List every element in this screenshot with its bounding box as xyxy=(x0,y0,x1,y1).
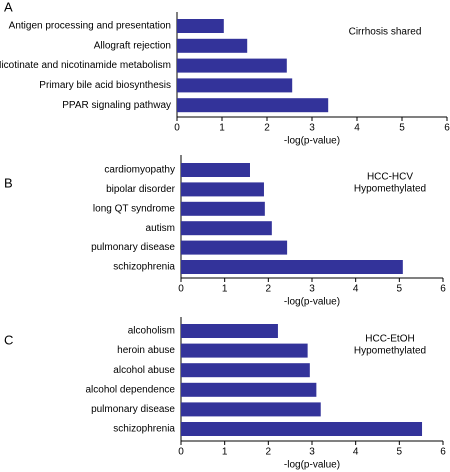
bar xyxy=(181,260,403,274)
panel-label: A xyxy=(4,0,13,14)
panel-label: B xyxy=(4,175,13,190)
bar xyxy=(181,221,272,236)
y-tick-label: alcohol abuse xyxy=(113,365,175,376)
x-tick-label: 6 xyxy=(440,447,446,458)
bar xyxy=(181,324,278,338)
x-tick-label: 5 xyxy=(397,447,403,458)
bar xyxy=(181,363,310,378)
bar xyxy=(181,422,423,436)
x-tick-label: 2 xyxy=(266,284,272,295)
x-tick-label: 3 xyxy=(309,284,315,295)
x-tick-label: 2 xyxy=(264,123,270,134)
y-tick-label: alcohol dependence xyxy=(85,384,175,395)
annotation: Hypomethylated xyxy=(354,346,426,357)
x-tick-label: 6 xyxy=(440,284,446,295)
bar xyxy=(181,240,288,255)
y-tick-label: schizophrenia xyxy=(113,424,175,435)
y-tick-label: Nicotinate and nicotinamide metabolism xyxy=(0,60,171,71)
y-tick-label: PPAR signaling pathway xyxy=(62,100,171,111)
bar xyxy=(177,58,287,73)
y-tick-label: Primary bile acid biosynthesis xyxy=(39,80,171,91)
x-tick-label: 4 xyxy=(353,447,359,458)
bar xyxy=(177,19,224,33)
bar xyxy=(177,38,248,53)
bar xyxy=(181,163,250,177)
annotation: Hypomethylated xyxy=(354,184,426,195)
x-tick-label: 0 xyxy=(174,123,180,134)
y-tick-label: alcoholism xyxy=(128,326,175,337)
bar xyxy=(181,182,264,197)
y-tick-label: bipolar disorder xyxy=(106,184,176,195)
bar xyxy=(181,382,317,397)
y-tick-label: cardiomyopathy xyxy=(104,165,175,176)
annotation: Cirrhosis shared xyxy=(349,27,422,38)
x-axis-label: -log(p-value) xyxy=(284,297,340,308)
x-tick-label: 3 xyxy=(309,447,315,458)
x-tick-label: 4 xyxy=(353,284,359,295)
y-tick-label: pulmonary disease xyxy=(91,404,175,415)
x-tick-label: 4 xyxy=(354,123,360,134)
x-tick-label: 1 xyxy=(222,447,228,458)
x-tick-label: 3 xyxy=(309,123,315,134)
bar xyxy=(181,402,321,417)
x-tick-label: 0 xyxy=(178,447,184,458)
bar xyxy=(177,98,329,113)
x-tick-label: 2 xyxy=(266,447,272,458)
y-tick-label: heroin abuse xyxy=(117,345,175,356)
x-tick-label: 1 xyxy=(222,284,228,295)
x-axis-label: -log(p-value) xyxy=(284,136,340,147)
x-tick-label: 0 xyxy=(178,284,184,295)
y-tick-label: pulmonary disease xyxy=(91,242,175,253)
y-tick-label: Allograft rejection xyxy=(94,40,171,51)
x-axis-label: -log(p-value) xyxy=(284,460,340,471)
x-tick-label: 6 xyxy=(444,123,450,134)
annotation: HCC-HCV xyxy=(367,172,413,183)
y-tick-label: autism xyxy=(146,223,175,234)
x-tick-label: 5 xyxy=(397,284,403,295)
bar xyxy=(177,78,293,93)
panel-label: C xyxy=(4,332,13,347)
y-tick-label: Antigen processing and presentation xyxy=(9,21,171,32)
x-tick-label: 5 xyxy=(399,123,405,134)
x-tick-label: 1 xyxy=(219,123,225,134)
y-tick-label: long QT syndrome xyxy=(93,203,176,214)
bar xyxy=(181,201,265,216)
bar xyxy=(181,343,308,358)
y-tick-label: schizophrenia xyxy=(113,262,175,273)
annotation: HCC-EtOH xyxy=(365,334,414,345)
